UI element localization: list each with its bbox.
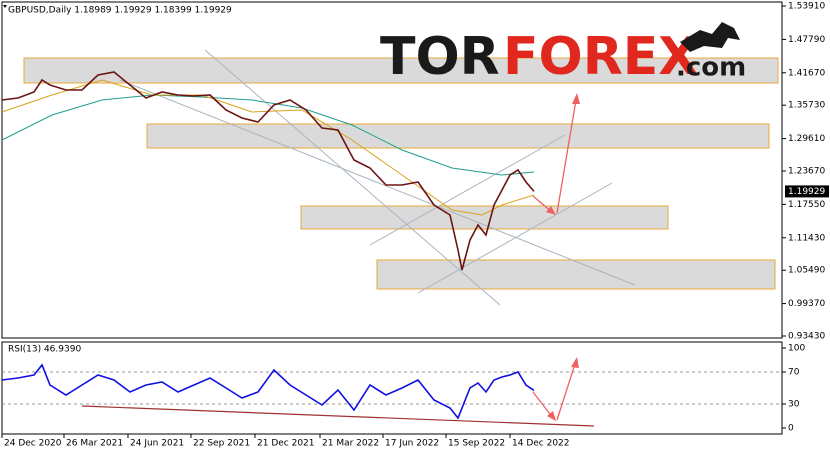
channel-line (417, 182, 613, 294)
arrow (532, 391, 554, 419)
rsi-frame (1, 341, 783, 435)
zones (23, 57, 779, 290)
x-tick-label: 22 Sep 2021 (193, 439, 250, 449)
x-tick-label: 26 Mar 2021 (66, 439, 123, 449)
arrow (556, 99, 577, 214)
rsi-title: RSI(13) 46.9390 (8, 345, 81, 355)
arrows (81, 93, 595, 427)
logo-com: .com (676, 53, 746, 83)
y-tick-label: 1.53910 (788, 2, 825, 12)
y-tick-label: 0.99370 (788, 299, 825, 309)
price-line (1, 71, 535, 271)
channel-line (119, 79, 636, 286)
x-tick-label: 17 Jun 2022 (385, 439, 439, 449)
arrow-head (571, 357, 579, 368)
plots (1, 71, 782, 420)
moving-average (1, 79, 535, 216)
y-tick-label: 1.17550 (788, 200, 825, 210)
y-tick-label: 1.05490 (788, 266, 825, 276)
last-price-label: 1.19929 (788, 187, 825, 197)
y-tick-label: 100 (788, 344, 805, 354)
y-tick-label: 0 (788, 424, 794, 434)
x-tick-label: 24 Jun 2021 (130, 439, 184, 449)
y-tick-label: 0.93430 (788, 332, 825, 342)
y-tick-label: 1.47790 (788, 35, 825, 45)
logo-forex: FOREX (503, 27, 698, 87)
y-tick-label: 30 (788, 400, 800, 410)
rsi-line (1, 363, 535, 420)
price-frame (1, 1, 783, 339)
rsi-trendline (81, 405, 595, 427)
header: GBPUSD,Daily 1.18989 1.19929 1.18399 1.1… (8, 6, 232, 16)
arrow (556, 363, 576, 421)
zone (23, 57, 779, 84)
y-tick-label: 1.23670 (788, 167, 825, 177)
x-tick-label: 14 Dec 2022 (512, 439, 570, 449)
x-tick-label: 21 Dec 2021 (257, 439, 315, 449)
y-tick-label: 1.41670 (788, 68, 825, 78)
y-tick-label: 1.11430 (788, 233, 825, 243)
x-tick-label: 21 Mar 2022 (322, 439, 379, 449)
channel-line (204, 49, 501, 306)
logo: TOR FOREX .com (380, 22, 746, 87)
x-tick-label: 24 Dec 2020 (4, 439, 62, 449)
x-tick-label: 15 Sep 2022 (448, 439, 505, 449)
y-tick-label: 70 (788, 368, 800, 378)
logo-bull (680, 22, 740, 52)
logo-tor: TOR (380, 27, 500, 87)
channel-line (369, 134, 566, 246)
header-marker (3, 5, 7, 8)
zone (146, 123, 770, 149)
zone (376, 259, 776, 290)
arrow-head (546, 206, 556, 215)
y-tick-label: 1.35730 (788, 101, 825, 111)
y-tick-label: 1.29610 (788, 134, 825, 144)
channels (119, 49, 636, 306)
arrow-head (547, 411, 556, 421)
last-price-tag (785, 185, 829, 198)
arrow-head (572, 93, 580, 104)
